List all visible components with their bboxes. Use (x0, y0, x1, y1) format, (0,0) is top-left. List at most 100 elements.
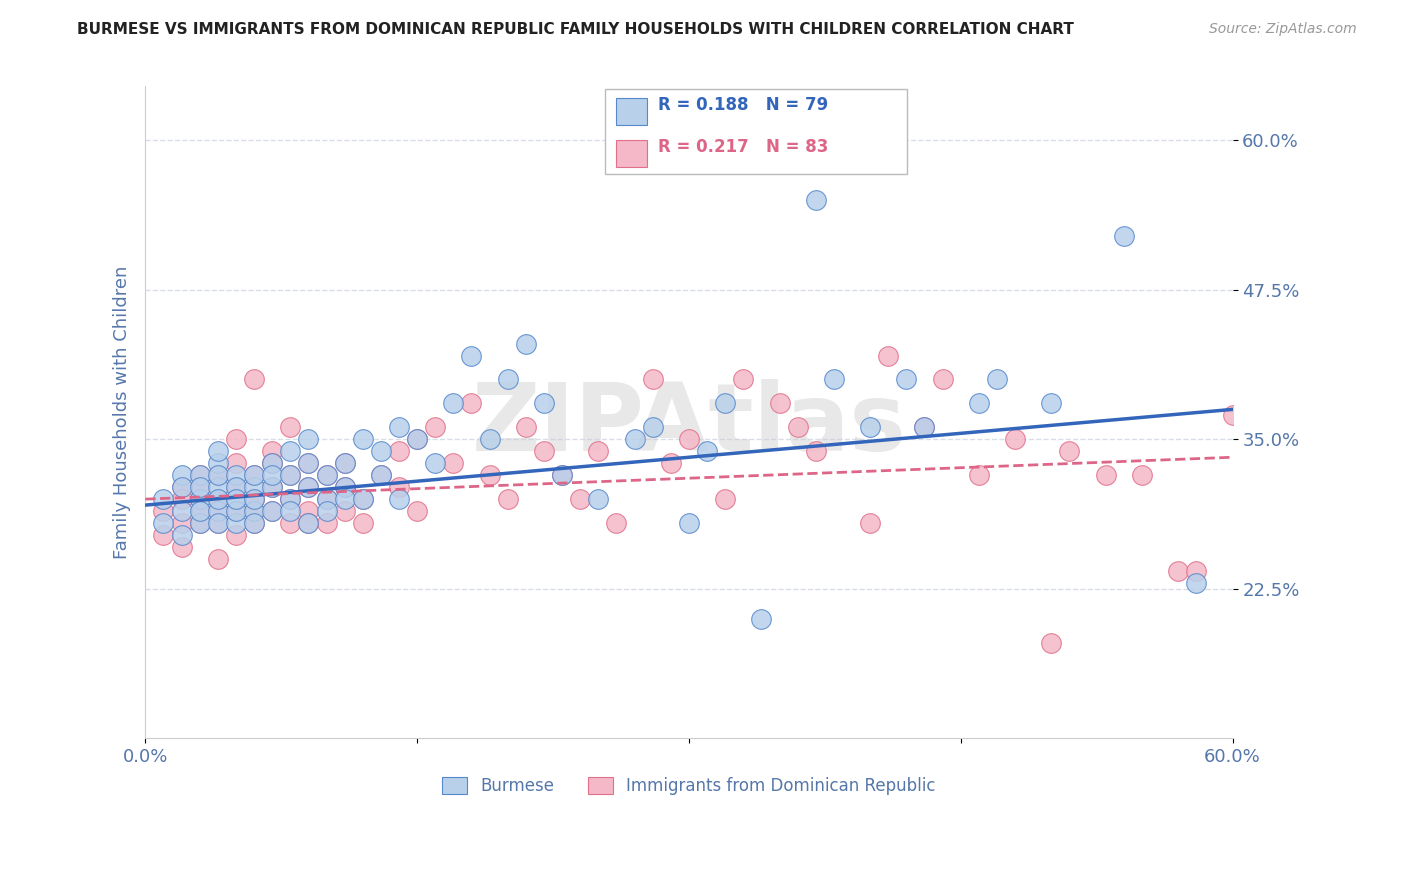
Point (152, 492, 174, 507)
Point (859, 420, 882, 434)
Point (352, 492, 374, 507)
Point (605, 516, 627, 530)
Point (641, 372, 664, 386)
Point (623, 433, 645, 447)
Point (225, 433, 247, 447)
Point (333, 504, 356, 518)
Point (931, 372, 953, 386)
Point (370, 468, 392, 483)
Text: BURMESE VS IMMIGRANTS FROM DOMINICAN REPUBLIC FAMILY HOUSEHOLDS WITH CHILDREN CO: BURMESE VS IMMIGRANTS FROM DOMINICAN REP… (77, 22, 1074, 37)
Point (333, 456, 356, 470)
Point (478, 468, 501, 483)
Point (406, 504, 429, 518)
Point (986, 372, 1008, 386)
Point (678, 433, 700, 447)
Point (262, 468, 284, 483)
Point (315, 492, 337, 507)
Point (207, 504, 229, 518)
Point (243, 504, 266, 518)
Point (406, 433, 429, 447)
Point (333, 480, 356, 494)
Text: ZIPAtlas: ZIPAtlas (471, 379, 907, 472)
Point (152, 504, 174, 518)
Point (243, 516, 266, 530)
Point (460, 349, 482, 363)
Point (243, 480, 266, 494)
Point (659, 456, 682, 470)
Point (388, 444, 411, 458)
Point (188, 516, 211, 530)
Point (243, 504, 266, 518)
Point (207, 492, 229, 507)
Point (297, 456, 319, 470)
Point (262, 480, 284, 494)
Point (1040, 636, 1063, 650)
Point (388, 480, 411, 494)
Point (551, 468, 574, 483)
Point (751, 612, 773, 626)
Point (515, 336, 537, 351)
Point (460, 396, 482, 410)
Point (207, 552, 229, 566)
Point (315, 492, 337, 507)
Point (225, 480, 247, 494)
Point (170, 504, 193, 518)
Legend: Burmese, Immigrants from Dominican Republic: Burmese, Immigrants from Dominican Repub… (436, 771, 942, 802)
Point (733, 372, 755, 386)
Point (333, 492, 356, 507)
Point (262, 456, 284, 470)
Point (352, 433, 374, 447)
Point (188, 468, 211, 483)
Point (170, 468, 193, 483)
Point (297, 480, 319, 494)
Point (877, 349, 900, 363)
Point (1185, 564, 1208, 578)
Point (243, 372, 266, 386)
Point (425, 420, 447, 434)
Point (533, 444, 555, 458)
Y-axis label: Family Households with Children: Family Households with Children (114, 266, 131, 559)
Point (569, 492, 592, 507)
Point (170, 480, 193, 494)
Point (262, 504, 284, 518)
Point (262, 456, 284, 470)
Point (333, 456, 356, 470)
Point (641, 420, 664, 434)
Point (170, 480, 193, 494)
Point (188, 468, 211, 483)
Point (170, 516, 193, 530)
Point (441, 456, 464, 470)
Text: Source: ZipAtlas.com: Source: ZipAtlas.com (1209, 22, 1357, 37)
Point (696, 444, 718, 458)
Point (170, 492, 193, 507)
Point (914, 420, 936, 434)
Point (188, 492, 211, 507)
Point (859, 516, 882, 530)
Point (262, 444, 284, 458)
Point (188, 480, 211, 494)
Point (188, 504, 211, 518)
Point (1112, 228, 1135, 243)
Point (515, 420, 537, 434)
Point (496, 492, 519, 507)
Point (315, 516, 337, 530)
Point (278, 468, 301, 483)
Point (225, 528, 247, 542)
Point (188, 492, 211, 507)
Point (225, 456, 247, 470)
Point (225, 480, 247, 494)
Point (714, 396, 737, 410)
Point (207, 456, 229, 470)
Point (207, 468, 229, 483)
Point (588, 444, 610, 458)
Point (278, 492, 301, 507)
Point (278, 420, 301, 434)
Point (786, 420, 808, 434)
Point (243, 492, 266, 507)
Point (1059, 444, 1081, 458)
Point (678, 516, 700, 530)
Point (170, 540, 193, 554)
Point (152, 528, 174, 542)
Point (1094, 468, 1116, 483)
Point (496, 372, 519, 386)
